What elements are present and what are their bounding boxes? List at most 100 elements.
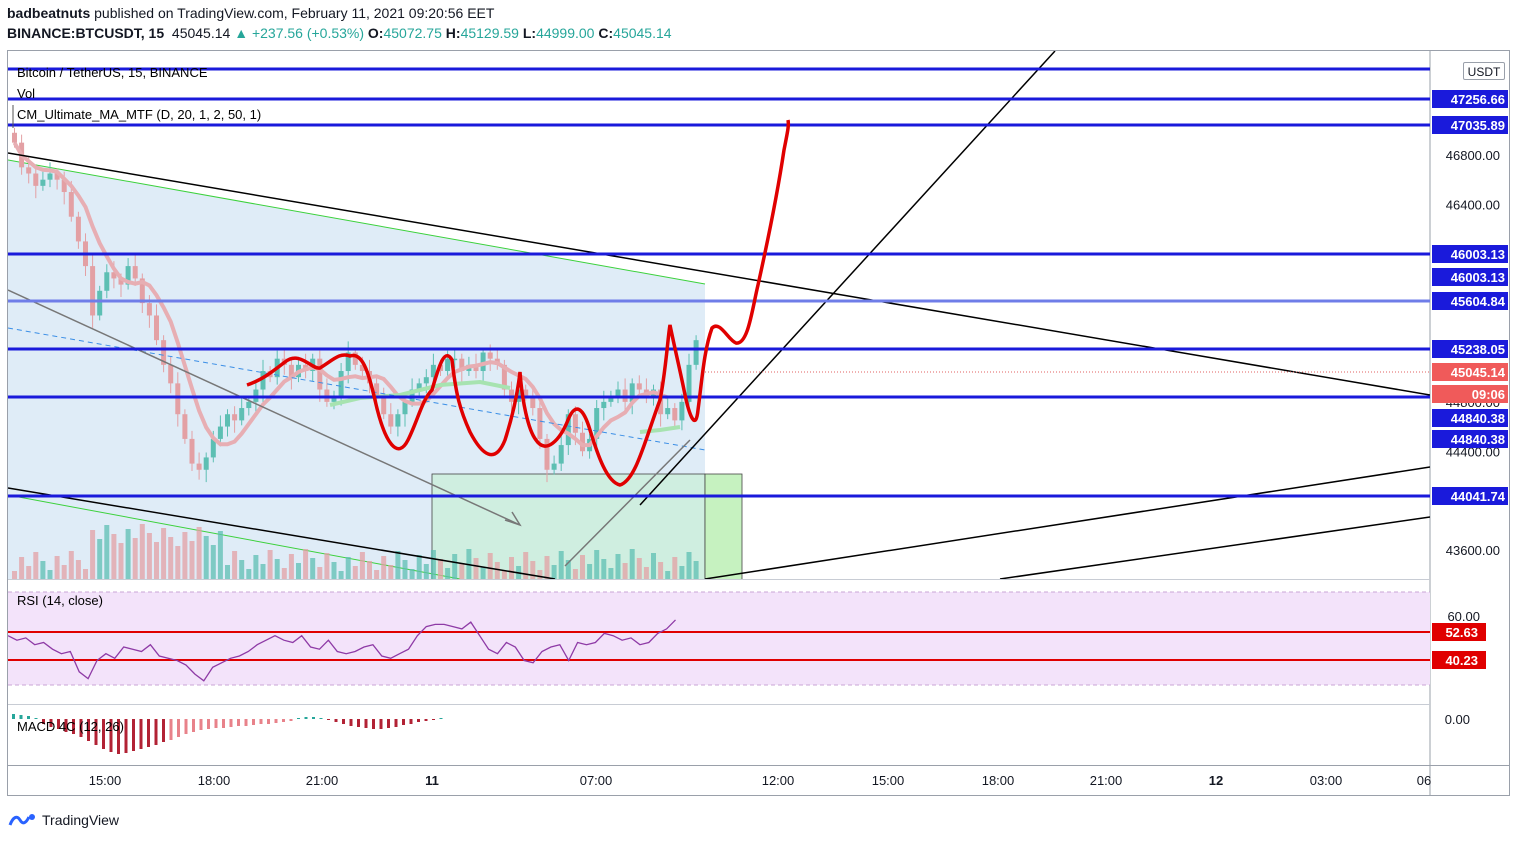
candle-body bbox=[196, 463, 202, 470]
candle-body bbox=[679, 401, 685, 421]
volume-bar bbox=[132, 538, 138, 579]
level-label-bg bbox=[1432, 487, 1508, 505]
candle-body bbox=[68, 192, 74, 217]
time-axis: 15:00 18:00 21:00 11 07:00 12:00 15:00 18:00 21:… bbox=[89, 773, 1432, 788]
price-tick: 43600.00 bbox=[1446, 543, 1500, 558]
black-uptrend-line bbox=[639, 51, 1056, 506]
candle-body bbox=[452, 358, 458, 361]
macd-bar bbox=[147, 719, 150, 747]
candle-body bbox=[352, 352, 358, 365]
volume-bar bbox=[168, 537, 174, 579]
candle-body bbox=[473, 364, 479, 372]
volume-bar bbox=[267, 550, 273, 579]
last-price-value: 45045.14 bbox=[171, 25, 231, 41]
level-label-bg bbox=[1432, 430, 1508, 448]
level-label-bg bbox=[1432, 116, 1508, 134]
rsi-tick: 60.00 bbox=[1447, 609, 1480, 624]
volume-bar bbox=[125, 529, 131, 579]
candle-body bbox=[388, 414, 394, 427]
low-value: 44999.00 bbox=[536, 25, 595, 41]
author-name[interactable]: badbeatnuts bbox=[7, 5, 91, 21]
candle-body bbox=[317, 358, 323, 390]
volume-bar bbox=[629, 549, 635, 579]
candle-body bbox=[523, 389, 529, 396]
macd-bar bbox=[327, 719, 330, 720]
volume-bar bbox=[672, 557, 678, 579]
macd-bar bbox=[222, 719, 225, 728]
rsi-band bbox=[8, 592, 1430, 685]
close-label: C: bbox=[598, 25, 614, 41]
volume-bar bbox=[288, 554, 294, 579]
volume-bar bbox=[580, 555, 585, 579]
volume-bar bbox=[572, 569, 578, 579]
macd-bar bbox=[117, 719, 120, 754]
candle-body bbox=[686, 364, 692, 402]
volume-bar bbox=[232, 551, 238, 579]
macd-bar bbox=[289, 719, 293, 721]
macd-bar bbox=[439, 718, 443, 719]
tradingview-footer[interactable]: TradingView bbox=[8, 811, 119, 829]
macd-bar bbox=[87, 719, 90, 741]
macd-axis: 0.00 bbox=[1445, 712, 1470, 727]
macd-bar bbox=[297, 718, 300, 719]
volume-bar bbox=[40, 561, 46, 579]
candle-body bbox=[615, 389, 621, 396]
macd-bar bbox=[207, 719, 210, 729]
macd-bar bbox=[229, 719, 233, 727]
macd-bar bbox=[274, 719, 278, 723]
candle-body bbox=[345, 352, 351, 372]
candle-body bbox=[12, 132, 17, 143]
publish-info: published on TradingView.com, February 1… bbox=[94, 5, 495, 21]
macd-bar bbox=[184, 719, 188, 734]
low-label: L: bbox=[522, 25, 537, 41]
macd-legend: MACD 4C (12, 26) bbox=[17, 719, 124, 734]
macd-bar bbox=[57, 719, 60, 729]
black-uptrend-lower-2 bbox=[999, 516, 1430, 579]
level-label: 47035.89 bbox=[1451, 118, 1505, 133]
candle-body bbox=[210, 438, 216, 458]
volume-bar bbox=[154, 542, 159, 579]
macd-bar bbox=[334, 719, 338, 722]
price-axis: 43600.0044400.0044800.0046400.0046800.00… bbox=[1432, 90, 1508, 558]
volume-bar bbox=[452, 554, 458, 579]
target-box-green bbox=[704, 473, 743, 579]
volume-bar bbox=[161, 528, 167, 579]
candle-body bbox=[594, 408, 600, 439]
gray-arrow-head-1 bbox=[504, 511, 522, 527]
volume-bar bbox=[367, 561, 372, 579]
volume-bar bbox=[175, 546, 181, 579]
macd-bar bbox=[364, 719, 368, 728]
time-tick: 12:00 bbox=[762, 773, 795, 788]
volume-bar bbox=[651, 553, 656, 579]
candle-body bbox=[537, 408, 543, 439]
volume-bar bbox=[388, 565, 394, 579]
volume-bar bbox=[622, 563, 628, 579]
level-label-bg bbox=[1432, 409, 1508, 427]
macd-bar bbox=[34, 718, 38, 719]
level-label-bg bbox=[1432, 340, 1508, 358]
volume-bar bbox=[615, 554, 621, 579]
volume-bar bbox=[104, 525, 110, 579]
volume-bar bbox=[338, 571, 344, 579]
currency-button[interactable]: USDT bbox=[1463, 62, 1505, 80]
volume-bar bbox=[445, 568, 451, 579]
countdown-label: 09:06 bbox=[1472, 387, 1505, 402]
candle-body bbox=[111, 272, 117, 279]
volume-bar bbox=[260, 564, 266, 579]
candle-body bbox=[288, 364, 294, 378]
volume-bar bbox=[274, 559, 280, 579]
gray-trend-arrow-2 bbox=[564, 439, 691, 567]
candle-body bbox=[168, 364, 174, 384]
candle-body bbox=[90, 266, 96, 316]
volume-bar bbox=[494, 562, 500, 579]
volume-bar bbox=[83, 569, 88, 579]
horizontal-levels bbox=[8, 67, 1430, 498]
time-tick: 12 bbox=[1209, 773, 1223, 788]
volume-bar bbox=[90, 530, 96, 579]
volume-bar bbox=[523, 552, 529, 579]
volume-bar bbox=[118, 543, 124, 579]
volume-bar bbox=[480, 567, 486, 579]
volume-bar bbox=[47, 570, 53, 579]
volume-bar bbox=[303, 549, 309, 579]
